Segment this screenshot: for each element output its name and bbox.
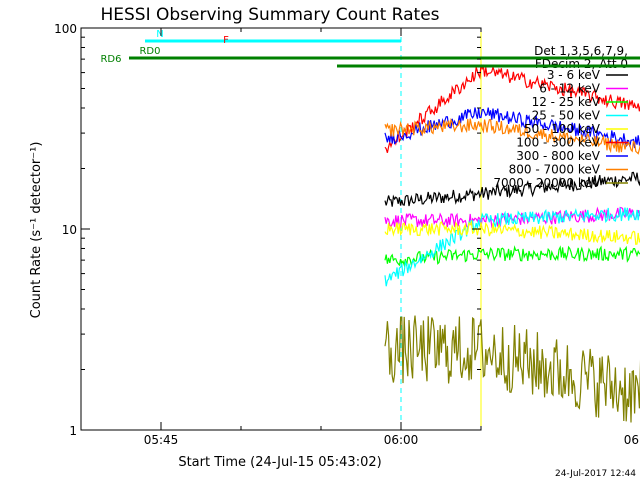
footer-timestamp: 24-Jul-2017 12:44 [555, 469, 636, 479]
chart-title: HESSI Observing Summary Count Rates [100, 5, 439, 25]
y-axis-label: Count Rate (s⁻¹ detector⁻¹) [29, 142, 44, 319]
legend-label-3: 25 - 50 keV [532, 109, 601, 123]
legend-label-6: 300 - 800 keV [516, 149, 600, 163]
x-tick-label: 06:15 [624, 433, 640, 447]
legend-label-5: 100 - 300 keV [516, 136, 600, 150]
flag-label-rd0: RD0 [139, 46, 160, 57]
series-line-2 [384, 245, 640, 268]
series-line-5 [384, 64, 640, 153]
legend-label-8: 7000 - 20000 keV [493, 176, 600, 190]
y-tick-label: 10 [62, 223, 77, 237]
x-tick-label: 05:45 [144, 433, 179, 447]
vertical-marker-lines [400, 28, 482, 430]
series-line-6 [384, 107, 640, 149]
series-group [384, 64, 640, 423]
flag-bars: N F RD0 RD6 [100, 29, 640, 68]
legend-label-2: 12 - 25 keV [532, 95, 601, 109]
legend-header-line-1: Det 1,3,5,6,7,9, [534, 44, 628, 58]
legend-label-7: 800 - 7000 keV [509, 163, 601, 177]
flag-label-n: N [156, 29, 163, 40]
series-line-7 [384, 117, 640, 155]
y-tick-label: 1 [69, 424, 77, 438]
y-tick-label: 100 [54, 22, 77, 36]
flag-label-rd6: RD6 [100, 54, 121, 65]
flag-label-f: F [223, 35, 229, 46]
legend-label-4: 50 - 100 keV [524, 122, 601, 136]
series-line-3 [384, 207, 640, 287]
series-line-8 [384, 315, 640, 423]
series-line-0 [384, 171, 640, 207]
legend-label-1: 6 - 12 keV [539, 82, 601, 96]
x-tick-label: 06:00 [384, 433, 419, 447]
series-line-4 [384, 219, 640, 246]
axes-ticks: 05:4506:0006:1506:3006:4507:0007:1511010… [54, 22, 640, 447]
legend-label-0: 3 - 6 keV [547, 68, 601, 82]
x-axis-label: Start Time (24-Jul-15 05:43:02) [178, 455, 381, 470]
